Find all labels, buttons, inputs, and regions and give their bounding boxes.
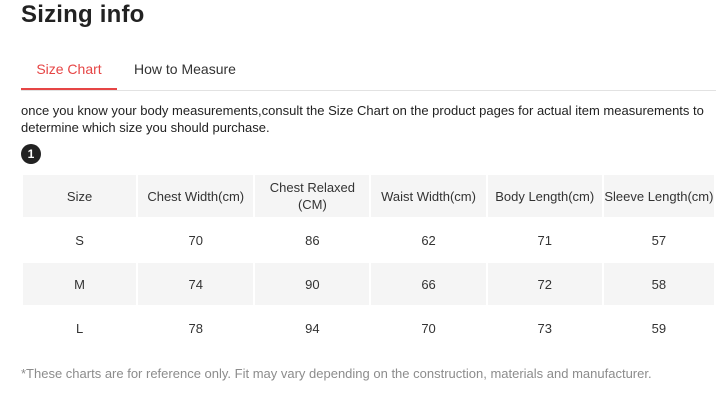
column-header-size: Size [23,175,137,217]
size-chart-table: Size Chest Width(cm) Chest Relaxed (CM) … [21,173,716,351]
table-row: M 74 90 66 72 58 [23,263,714,305]
size-chart-description: once you know your body measurements,con… [21,103,704,135]
size-cell: S [75,232,84,248]
column-header-chest-relaxed: Chest Relaxed (CM) [255,175,370,217]
chest-width-cell: 70 [188,232,203,248]
column-header-chest-width: Chest Width(cm) [138,175,254,217]
tab-bar: Size Chart How to Measure [21,50,716,91]
body-length-cell: 72 [487,263,602,305]
column-header-body-length: Body Length(cm) [487,175,602,217]
reference-disclaimer: *These charts are for reference only. Fi… [21,366,652,381]
column-header-sleeve-length: Sleeve Length(cm) [603,175,714,217]
column-header-waist-width: Waist Width(cm) [371,175,486,217]
chest-width-cell: 78 [188,320,203,336]
step-number-badge: 1 [21,144,41,164]
tab-how-to-measure[interactable]: How to Measure [134,61,236,77]
body-length-cell: 71 [537,232,552,248]
size-cell: M [23,263,137,305]
table-row: L 78 94 70 73 59 [23,307,714,349]
chest-width-cell: 74 [138,263,254,305]
chest-relaxed-cell: 86 [305,232,320,248]
sleeve-length-cell: 58 [603,263,714,305]
chest-relaxed-cell: 90 [255,263,370,305]
table-header-row: Size Chest Width(cm) Chest Relaxed (CM) … [23,175,714,217]
size-cell: L [75,320,84,336]
body-length-cell: 73 [537,320,552,336]
page-title: Sizing info [21,1,145,28]
table-row: S 70 86 62 71 57 [23,219,714,261]
sleeve-length-cell: 57 [651,232,667,248]
waist-width-cell: 66 [371,263,486,305]
chest-relaxed-cell: 94 [305,320,320,336]
waist-width-cell: 70 [421,320,436,336]
waist-width-cell: 62 [421,232,436,248]
sleeve-length-cell: 59 [651,320,667,336]
tab-size-chart[interactable]: Size Chart [21,50,117,90]
